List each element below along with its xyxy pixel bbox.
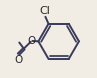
Text: Cl: Cl [40,6,50,16]
Text: O: O [28,36,36,46]
Text: O: O [14,55,22,65]
